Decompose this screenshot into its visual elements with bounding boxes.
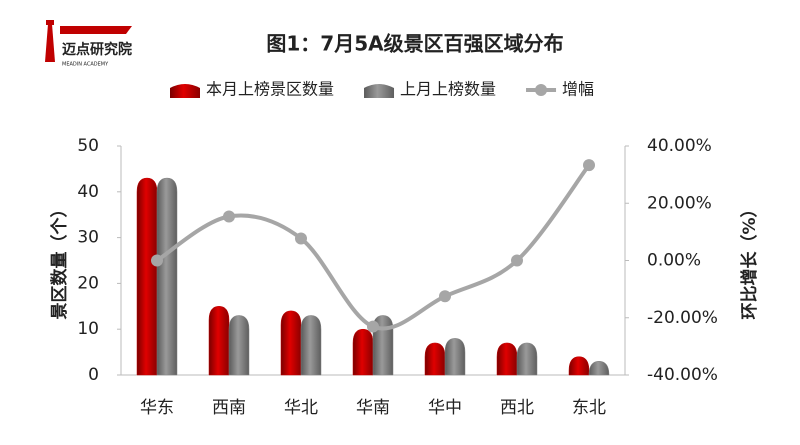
logo-banner [60,26,132,34]
legend-swatch [364,84,395,98]
logo: 迈点研究院 MEADIN ACADEMY [45,20,132,68]
y2-tick-label: 40.00% [647,136,712,156]
legend-label: 上月上榜数量 [400,80,496,99]
y-axis-label: 景区数量（个） [49,201,70,320]
bar [568,356,590,376]
bar [516,342,538,376]
line-point [367,320,379,333]
bar [352,328,374,376]
bar [208,306,230,376]
bar [496,342,518,376]
line [155,163,591,331]
bar [588,361,610,376]
line-point [295,232,307,245]
x-tick-label: 华东 [140,398,174,418]
line-point [223,210,235,223]
line-point [151,254,163,267]
logo-icon [46,20,54,25]
bar [136,177,158,376]
y-tick-label: 40 [77,182,99,202]
y2-axis-label: 环比增长（%） [739,200,760,319]
line-point [511,254,523,267]
y2-tick-label: 20.00% [647,193,712,213]
y-tick-label: 10 [77,319,99,339]
x-tick-label: 华中 [428,398,462,418]
y-tick-label: 30 [77,228,99,248]
line-point [439,290,451,303]
y2-tick-label: -20.00% [647,308,718,328]
y2-tick-label: 0.00% [647,251,701,271]
bar [300,315,322,376]
line-point [583,159,595,172]
legend-label: 增幅 [562,80,594,99]
x-tick-label: 西北 [500,398,534,418]
chart-title: 图1：7月5A级景区百强区域分布 [266,32,563,56]
logo-subtitle: MEADIN ACADEMY [62,62,109,68]
bar [424,342,446,376]
legend-swatch [535,84,548,96]
bar [156,177,178,376]
bar [444,338,466,376]
y-tick-label: 20 [77,273,99,293]
x-tick-label: 华北 [284,398,318,418]
legend-swatch [170,84,200,98]
y-tick-label: 50 [77,136,99,156]
bar [228,315,250,376]
x-tick-label: 华南 [356,398,390,418]
logo-icon [45,24,55,62]
x-tick-label: 西南 [212,398,246,418]
bar [280,310,302,376]
logo-text: 迈点研究院 [62,41,132,58]
x-tick-label: 东北 [572,398,606,418]
y-tick-label: 0 [88,365,99,385]
y2-tick-label: -40.00% [647,365,718,385]
legend-label: 本月上榜景区数量 [206,80,334,99]
